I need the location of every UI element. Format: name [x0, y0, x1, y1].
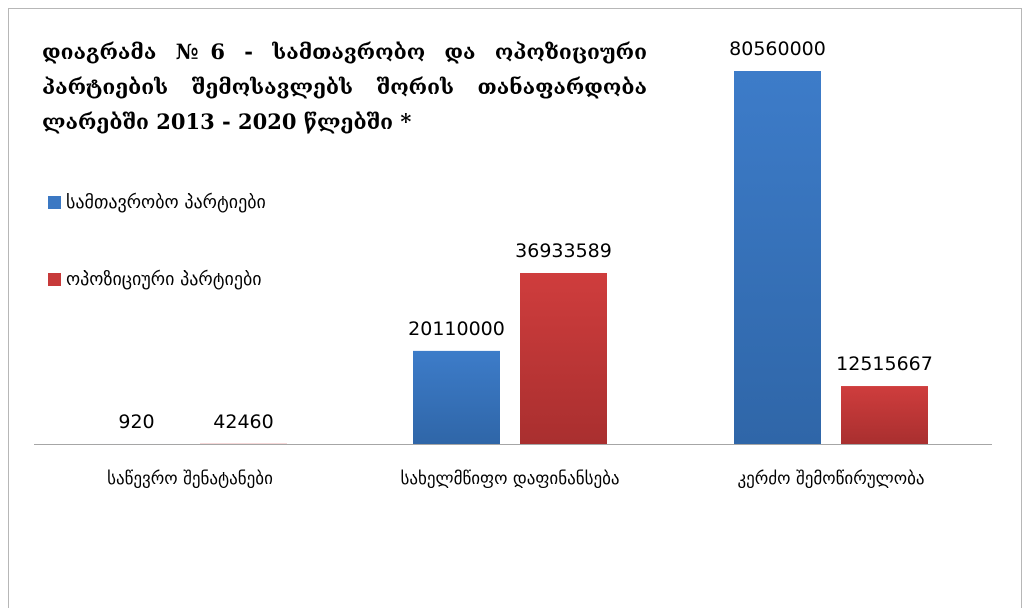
bar-opp-1 — [520, 273, 607, 444]
category-label-0: საწევრო შენატანები — [107, 469, 273, 489]
bar-gov-1 — [413, 351, 500, 444]
data-label-opp-1: 36933589 — [515, 240, 612, 262]
data-label-gov-0: 920 — [118, 411, 154, 433]
category-label-2: კერძო შემოწირულობა — [737, 469, 924, 489]
category-label-1: სახელმწიფო დაფინანსება — [400, 469, 619, 489]
data-label-opp-2: 12515667 — [836, 353, 933, 375]
bar-gov-2 — [734, 71, 821, 444]
bar-opp-2 — [841, 386, 928, 444]
data-label-gov-1: 20110000 — [408, 318, 505, 340]
bars-group — [93, 71, 928, 444]
data-label-opp-0: 42460 — [213, 411, 273, 433]
data-label-gov-2: 80560000 — [729, 38, 826, 60]
category-labels-group: საწევრო შენატანები სახელმწიფო დაფინანსება… — [107, 469, 924, 489]
